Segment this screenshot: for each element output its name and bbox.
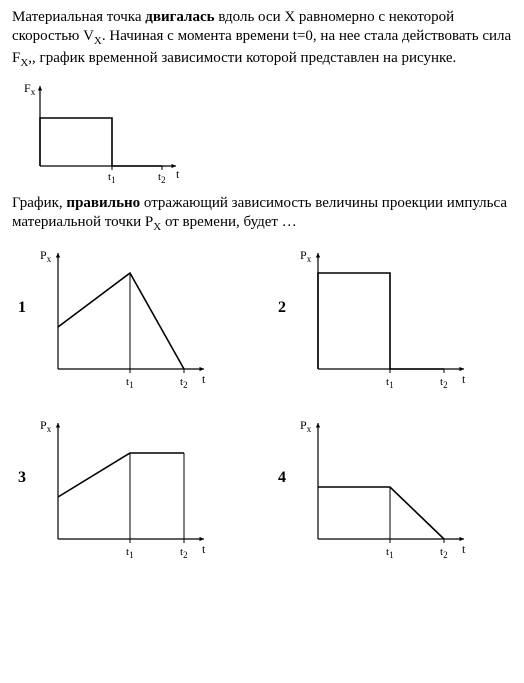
svg-text:t2: t2 [158,171,166,185]
option-number: 3 [18,469,26,487]
option-number: 1 [18,299,26,317]
option-number: 2 [278,299,286,317]
svg-text:Px: Px [40,418,52,434]
svg-text:t: t [202,372,206,386]
svg-text:t2: t2 [180,376,188,390]
svg-text:t1: t1 [386,376,394,390]
svg-text:t: t [462,372,466,386]
svg-text:t: t [202,542,206,556]
option-3: 3 Px t t1 t2 [12,411,252,561]
problem-paragraph-2: График, правильно отражающий зависимость… [12,194,512,235]
svg-text:t2: t2 [440,546,448,560]
options-grid: 1 Px t t1 t2 2 Px t t1 t2 3 Px t t1 t2 4 Px t t1 t2 [12,241,512,561]
svg-text:Px: Px [300,248,312,264]
svg-text:t1: t1 [108,171,116,185]
option-2: 2 Px t t1 t2 [272,241,512,391]
svg-text:t1: t1 [386,546,394,560]
svg-text:t1: t1 [126,376,134,390]
svg-text:Px: Px [300,418,312,434]
svg-text:t: t [462,542,466,556]
force-chart: Fx t t1 t2 [12,76,512,186]
option-number: 4 [278,469,286,487]
svg-text:t1: t1 [126,546,134,560]
option-1: 1 Px t t1 t2 [12,241,252,391]
svg-text:t2: t2 [440,376,448,390]
option-4: 4 Px t t1 t2 [272,411,512,561]
svg-text:Fx: Fx [24,81,36,97]
svg-text:t2: t2 [180,546,188,560]
svg-text:Px: Px [40,248,52,264]
svg-text:t: t [176,167,180,181]
problem-paragraph-1: Материальная точка двигалась вдоль оси X… [12,8,512,70]
